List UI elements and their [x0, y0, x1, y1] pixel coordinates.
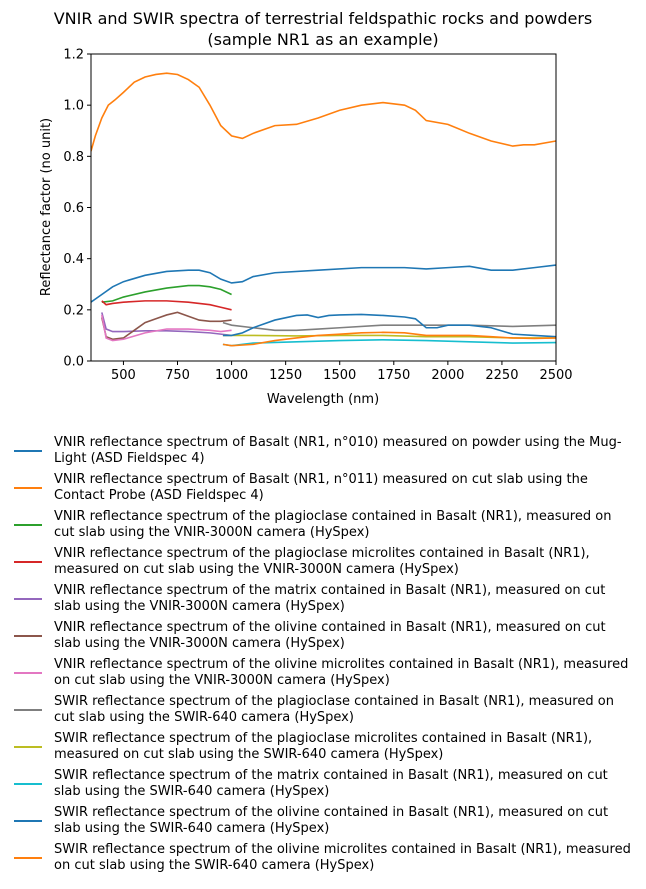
legend-label: SWIR reflectance spectrum of the matrix … — [54, 767, 608, 799]
legend-entry: VNIR reflectance spectrum of the olivine… — [14, 617, 639, 654]
x-tick-label: 2250 — [485, 368, 518, 383]
x-tick-label: 2500 — [539, 368, 572, 383]
y-tick-label: 0.8 — [63, 150, 84, 165]
legend-entry: VNIR reflectance spectrum of the plagioc… — [14, 543, 639, 580]
legend-swatch — [14, 819, 42, 822]
legend-swatch — [14, 745, 42, 748]
legend-entry: SWIR reflectance spectrum of the plagioc… — [14, 728, 639, 765]
legend: VNIR reflectance spectrum of Basalt (NR1… — [14, 432, 639, 876]
x-tick-label: 750 — [165, 368, 190, 383]
legend-label: VNIR reflectance spectrum of the olivine… — [54, 656, 629, 688]
legend-label: SWIR reflectance spectrum of the olivine… — [54, 841, 631, 873]
legend-swatch — [14, 782, 42, 785]
series-line — [222, 321, 556, 332]
legend-swatch — [14, 634, 42, 637]
legend-entry: VNIR reflectance spectrum of the olivine… — [14, 654, 639, 691]
legend-label: VNIR reflectance spectrum of the plagioc… — [54, 508, 612, 540]
series-line — [222, 313, 556, 338]
legend-label: SWIR reflectance spectrum of the plagioc… — [54, 693, 614, 725]
series-line — [101, 312, 232, 337]
x-tick-label: 500 — [111, 368, 136, 383]
legend-swatch — [14, 671, 42, 674]
legend-swatch — [14, 486, 42, 489]
legend-label: SWIR reflectance spectrum of the olivine… — [54, 804, 609, 836]
legend-entry: VNIR reflectance spectrum of the matrix … — [14, 580, 639, 617]
x-tick-label: 2000 — [431, 368, 464, 383]
series-line — [101, 284, 232, 303]
x-axis-label: Wavelength (nm) — [267, 392, 379, 407]
chart-title: VNIR and SWIR spectra of terrestrial fel… — [53, 9, 593, 49]
y-tick-label: 0.6 — [63, 201, 84, 216]
y-tick-label: 1.0 — [63, 99, 84, 114]
chart: Wavelength (nm) Reflectance factor (no u… — [39, 48, 573, 408]
series-line — [101, 311, 232, 341]
legend-entry: SWIR reflectance spectrum of the matrix … — [14, 765, 639, 802]
legend-entry: SWIR reflectance spectrum of the olivine… — [14, 802, 639, 839]
legend-swatch — [14, 523, 42, 526]
series-line — [101, 314, 232, 342]
x-tick-label: 1500 — [323, 368, 356, 383]
series-line — [91, 264, 556, 303]
y-axis-label: Reflectance factor (no unit) — [39, 118, 54, 296]
x-tick-label: 1000 — [215, 368, 248, 383]
series-line — [101, 300, 232, 311]
plot-frame — [90, 53, 557, 362]
legend-entry: SWIR reflectance spectrum of the olivine… — [14, 839, 639, 876]
legend-label: SWIR reflectance spectrum of the plagioc… — [54, 730, 593, 762]
legend-entry: VNIR reflectance spectrum of Basalt (NR1… — [14, 469, 639, 506]
legend-label: VNIR reflectance spectrum of Basalt (NR1… — [54, 434, 622, 466]
series-line — [222, 331, 556, 347]
legend-entry: VNIR reflectance spectrum of Basalt (NR1… — [14, 432, 639, 469]
legend-swatch — [14, 449, 42, 452]
y-tick-label: 0.0 — [63, 355, 84, 370]
legend-label: VNIR reflectance spectrum of the plagioc… — [54, 545, 590, 577]
legend-label: VNIR reflectance spectrum of the matrix … — [54, 582, 606, 614]
y-tick-label: 0.2 — [63, 303, 84, 318]
y-tick-label: 1.2 — [63, 48, 84, 63]
legend-label: VNIR reflectance spectrum of Basalt (NR1… — [54, 471, 588, 503]
legend-entry: SWIR reflectance spectrum of the plagioc… — [14, 691, 639, 728]
legend-swatch — [14, 560, 42, 563]
legend-label: VNIR reflectance spectrum of the olivine… — [54, 619, 606, 651]
legend-swatch — [14, 856, 42, 859]
series-line — [91, 72, 556, 152]
x-tick-label: 1250 — [269, 368, 302, 383]
y-tick-label: 0.4 — [63, 252, 84, 267]
legend-swatch — [14, 597, 42, 600]
legend-entry: VNIR reflectance spectrum of the plagioc… — [14, 506, 639, 543]
x-tick-label: 1750 — [377, 368, 410, 383]
legend-swatch — [14, 708, 42, 711]
